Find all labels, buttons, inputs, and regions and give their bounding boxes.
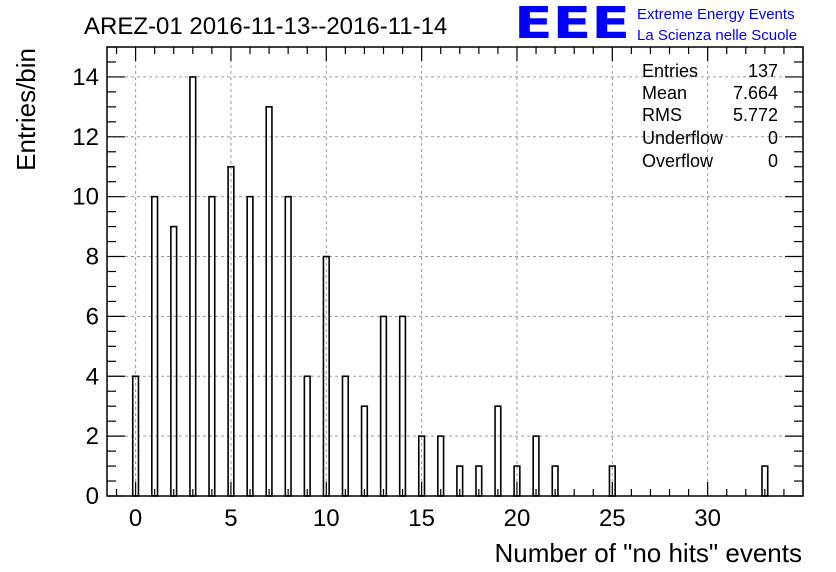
y-axis-label: Entries/bin bbox=[11, 48, 41, 171]
y-tick-labels: 0 2 4 6 8 10 12 14 bbox=[72, 64, 99, 510]
x-tick-label: 15 bbox=[408, 505, 435, 532]
y-tick-label: 2 bbox=[86, 423, 99, 450]
x-tick-label: 30 bbox=[694, 505, 721, 532]
histogram-bar bbox=[494, 405, 502, 497]
stats-box: Entries 137 Mean 7.664 RMS 5.772 Underfl… bbox=[642, 61, 778, 171]
stats-label: Underflow bbox=[642, 128, 724, 148]
histogram-bar bbox=[246, 195, 254, 497]
y-tick-label: 12 bbox=[72, 124, 99, 151]
x-tick-labels: 0 5 10 15 20 25 30 bbox=[129, 505, 721, 532]
y-tick-label: 14 bbox=[72, 64, 99, 91]
histogram-bar bbox=[284, 195, 292, 497]
stats-value: 137 bbox=[748, 61, 778, 81]
stats-value: 7.664 bbox=[733, 83, 778, 103]
stats-value: 5.772 bbox=[733, 105, 778, 125]
stats-label: Entries bbox=[642, 61, 698, 81]
histogram-bar bbox=[151, 195, 159, 497]
y-tick-label: 6 bbox=[86, 303, 99, 330]
grid-lines bbox=[107, 47, 803, 496]
histogram-bars bbox=[131, 76, 769, 497]
y-tick-label: 4 bbox=[86, 363, 99, 390]
x-tick-label: 0 bbox=[129, 505, 142, 532]
histogram-bar bbox=[265, 106, 273, 497]
x-tick-label: 5 bbox=[224, 505, 237, 532]
x-tick-label: 20 bbox=[504, 505, 531, 532]
histogram-bar bbox=[170, 225, 178, 497]
stats-value: 0 bbox=[768, 128, 778, 148]
x-tick-label: 25 bbox=[599, 505, 626, 532]
histogram-bar bbox=[189, 76, 197, 497]
y-tick-label: 0 bbox=[86, 483, 99, 510]
eee-logo: EEE Extreme Energy Events La Scienza nel… bbox=[514, 0, 797, 49]
stats-label: RMS bbox=[642, 105, 682, 125]
stats-value: 0 bbox=[768, 151, 778, 171]
x-axis-label: Number of "no hits" events bbox=[495, 538, 803, 568]
y-tick-label: 8 bbox=[86, 244, 99, 271]
histogram-bar bbox=[398, 315, 407, 497]
histogram-bar bbox=[437, 435, 445, 497]
y-tick-label: 10 bbox=[72, 184, 99, 211]
logo-line2: La Scienza nelle Scuole bbox=[637, 27, 797, 44]
x-tick-label: 10 bbox=[313, 505, 340, 532]
histogram-bar bbox=[532, 435, 540, 497]
histogram-bar bbox=[360, 405, 369, 497]
plot-frame bbox=[106, 46, 804, 497]
histogram-bar bbox=[208, 195, 216, 497]
stats-label: Mean bbox=[642, 83, 687, 103]
logo-mark: EEE bbox=[514, 0, 630, 49]
histogram-bar bbox=[379, 315, 388, 497]
chart-title: AREZ-01 2016-11-13--2016-11-14 bbox=[84, 13, 447, 40]
stats-label: Overflow bbox=[642, 151, 714, 171]
axis-ticks bbox=[107, 46, 804, 497]
logo-line1: Extreme Energy Events bbox=[637, 6, 795, 23]
